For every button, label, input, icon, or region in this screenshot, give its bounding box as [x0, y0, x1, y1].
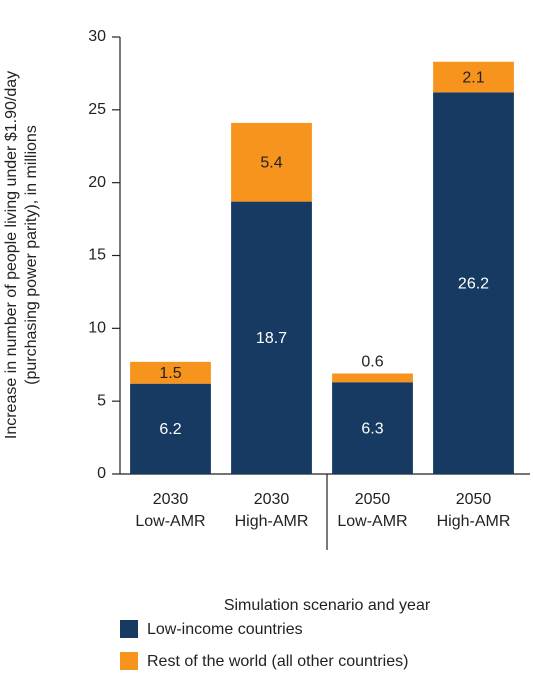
x-axis-label: Simulation scenario and year — [224, 597, 431, 614]
legend-swatch — [120, 652, 138, 670]
bar-segment — [433, 61, 514, 93]
y-tick-label: 30 — [88, 28, 106, 45]
y-tick-label: 0 — [97, 465, 106, 482]
y-tick-label: 5 — [97, 392, 106, 409]
legend-swatch — [120, 620, 138, 638]
x-tick-label: 2050 High-AMR — [437, 491, 511, 530]
value-label: 1.5 — [159, 365, 181, 382]
x-tick-label: 2030 High-AMR — [235, 491, 309, 530]
legend-label: Low-income countries — [147, 621, 303, 638]
value-label: 6.2 — [159, 421, 181, 438]
bar-segment — [332, 373, 413, 383]
x-tick-label: 2030 Low-AMR — [135, 491, 205, 530]
y-axis-label: Increase in number of people living unde… — [3, 71, 20, 439]
value-label: 26.2 — [458, 275, 489, 292]
y-tick-label: 15 — [88, 247, 106, 264]
bar-segment — [231, 201, 312, 474]
bar-segment — [130, 383, 211, 474]
legend-label: Rest of the world (all other countries) — [147, 653, 408, 670]
bar-segment — [433, 92, 514, 474]
value-label: 6.3 — [361, 420, 383, 437]
value-label: 5.4 — [260, 154, 282, 171]
value-label: 2.1 — [462, 69, 484, 86]
bar-segment — [231, 122, 312, 202]
y-tick-label: 10 — [88, 320, 106, 337]
y-tick-label: 20 — [88, 174, 106, 191]
value-label: 0.6 — [361, 354, 383, 371]
value-label: 18.7 — [256, 330, 287, 347]
y-tick-label: 25 — [88, 101, 106, 118]
bar-segment — [130, 361, 211, 384]
x-tick-label: 2050 Low-AMR — [337, 491, 407, 530]
bar-segment — [332, 382, 413, 474]
y-axis-label: (purchasing power parity), in millions — [23, 125, 40, 385]
